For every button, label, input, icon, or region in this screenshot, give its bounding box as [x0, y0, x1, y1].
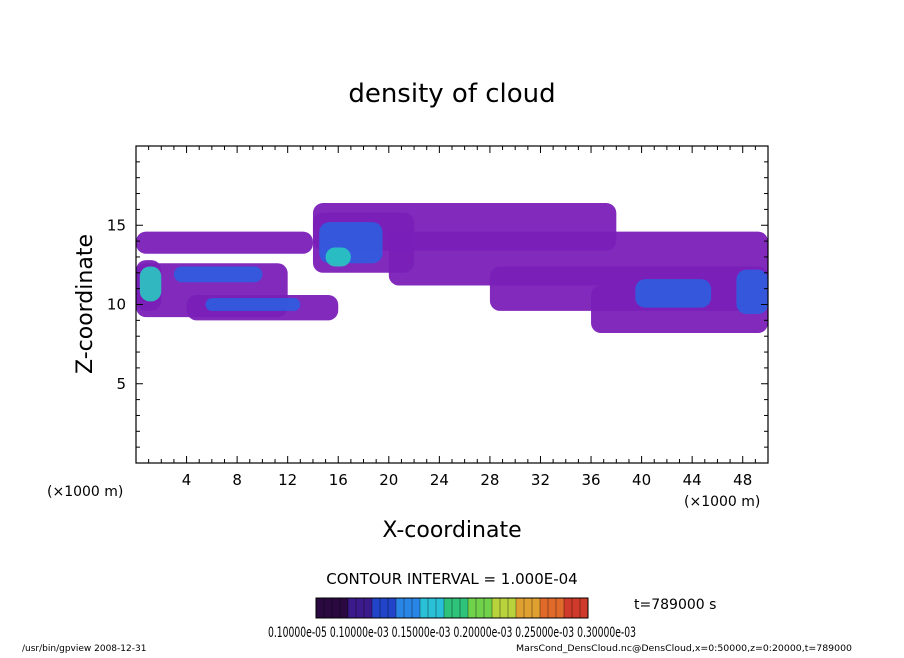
- y-axis-label: Z-coordinate: [73, 234, 98, 374]
- time-text: t=789000 s: [634, 597, 716, 613]
- colorbar-cell: [412, 598, 420, 618]
- x-unit-label-left: (×1000 m): [47, 484, 123, 500]
- colorbar-cell: [484, 598, 492, 618]
- colorbar-cell: [404, 598, 412, 618]
- colorbar-cell: [524, 598, 532, 618]
- colorbar: [315, 598, 588, 618]
- colorbar-cell: [492, 598, 500, 618]
- colorbar-cell: [436, 598, 444, 618]
- cloud-band-12: [635, 279, 712, 308]
- y-tick-label: 5: [116, 375, 126, 393]
- chart-title: density of cloud: [348, 79, 555, 109]
- cloud-band-7: [591, 285, 768, 334]
- cloud-band-13: [736, 269, 768, 315]
- colorbar-cell: [348, 598, 356, 618]
- x-tick-label: 48: [733, 471, 752, 489]
- colorbar-cell: [420, 598, 428, 618]
- colorbar-labels: 0.10000e-05 0.10000e-03 0.15000e-03 0.20…: [268, 625, 636, 641]
- colorbar-cell: [372, 598, 380, 618]
- x-tick-label: 12: [278, 471, 297, 489]
- x-tick-label: 20: [379, 471, 398, 489]
- colorbar-cell: [500, 598, 508, 618]
- colorbar-cell: [396, 598, 404, 618]
- colorbar-cell: [380, 598, 388, 618]
- colorbar-cell: [388, 598, 396, 618]
- colorbar-cell: [316, 598, 324, 618]
- colorbar-cell: [340, 598, 348, 618]
- colorbar-cell: [468, 598, 476, 618]
- x-tick-label: 28: [480, 471, 499, 489]
- colorbar-cell: [364, 598, 372, 618]
- x-tick-label: 36: [581, 471, 600, 489]
- x-tick-label: 16: [329, 471, 348, 489]
- cloud-band-0: [136, 231, 313, 254]
- x-tick-label: 8: [232, 471, 242, 489]
- colorbar-cell: [332, 598, 340, 618]
- cloud-band-15: [173, 266, 263, 283]
- x-unit-label-right: (×1000 m): [684, 494, 760, 510]
- footer-left: /usr/bin/gpview 2008-12-31: [22, 644, 146, 654]
- colorbar-cell: [444, 598, 452, 618]
- x-axis-label: X-coordinate: [382, 518, 521, 543]
- colorbar-cell: [532, 598, 540, 618]
- colorbar-cell: [476, 598, 484, 618]
- colorbar-cell: [508, 598, 516, 618]
- x-tick-label: 32: [531, 471, 550, 489]
- x-tick-label: 40: [632, 471, 651, 489]
- cloud-band-14: [205, 298, 301, 311]
- y-tick-label: 15: [107, 216, 126, 234]
- x-tick-label: 24: [430, 471, 449, 489]
- colorbar-cell: [428, 598, 436, 618]
- colorbar-cell: [452, 598, 460, 618]
- footer-right: MarsCond_DensCloud.nc@DensCloud,x=0:5000…: [516, 644, 852, 654]
- colorbar-cell: [580, 598, 588, 618]
- contour-interval-text: CONTOUR INTERVAL = 1.000E-04: [326, 570, 577, 588]
- colorbar-cell: [548, 598, 556, 618]
- colorbar-cell: [356, 598, 364, 618]
- colorbar-cell: [556, 598, 564, 618]
- cloud-band-9: [139, 266, 162, 302]
- colorbar-cell: [324, 598, 332, 618]
- colorbar-cell: [516, 598, 524, 618]
- cloud-band-11: [325, 247, 351, 267]
- colorbar-cell: [572, 598, 580, 618]
- colorbar-cell: [564, 598, 572, 618]
- colorbar-cell: [460, 598, 468, 618]
- cloud-density-field: [136, 203, 768, 334]
- colorbar-cell: [540, 598, 548, 618]
- colorbar-frame: [315, 597, 589, 619]
- x-tick-label: 44: [683, 471, 702, 489]
- y-tick-label: 10: [107, 296, 126, 314]
- x-tick-label: 4: [182, 471, 192, 489]
